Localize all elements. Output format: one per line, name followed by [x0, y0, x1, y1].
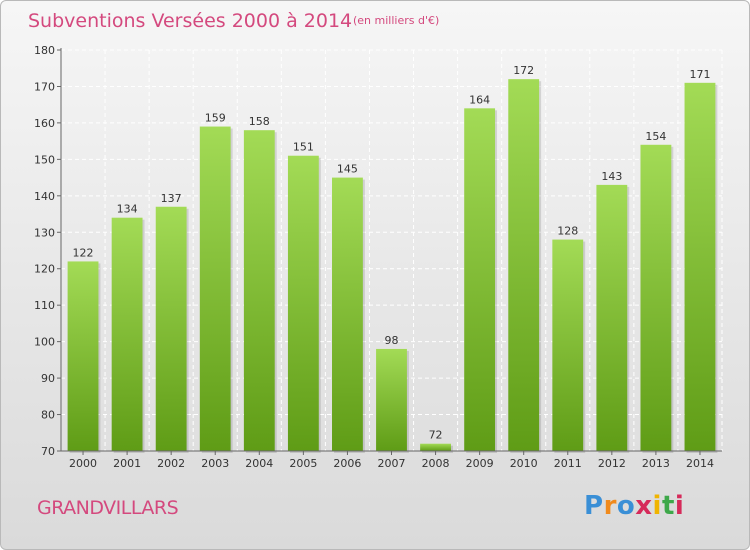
y-tick-label: 180	[34, 44, 55, 57]
x-tick-label: 2004	[245, 457, 273, 470]
data-label: 151	[293, 141, 314, 154]
x-tick-label: 2013	[642, 457, 670, 470]
y-tick-label: 160	[34, 117, 55, 130]
chart-subtitle: (en milliers d'€)	[353, 14, 440, 27]
x-tick-label: 2003	[201, 457, 229, 470]
x-tick-label: 2000	[69, 457, 97, 470]
bar	[332, 177, 363, 451]
data-label: 134	[117, 203, 138, 216]
y-tick-label: 110	[34, 299, 55, 312]
bar	[508, 79, 540, 451]
data-label: 72	[429, 429, 443, 442]
y-tick-label: 70	[41, 445, 55, 458]
y-tick-label: 80	[41, 409, 55, 422]
data-label: 137	[161, 192, 182, 205]
x-tick-label: 2006	[333, 457, 361, 470]
commune-name: GRANDVILLARS	[37, 497, 179, 519]
chart-title: Subventions Versées 2000 à 2014	[28, 10, 353, 32]
y-tick-label: 140	[34, 190, 55, 203]
bar	[111, 217, 143, 451]
y-tick-label: 170	[34, 80, 55, 93]
bar	[287, 155, 319, 451]
data-label: 159	[205, 112, 226, 125]
y-tick-label: 100	[34, 336, 55, 349]
bar	[67, 261, 99, 451]
x-tick-label: 2011	[554, 457, 582, 470]
x-tick-label: 2007	[378, 457, 406, 470]
bar	[243, 130, 275, 451]
bar	[464, 108, 496, 451]
bar	[552, 239, 584, 451]
bar	[596, 184, 628, 451]
data-label: 171	[689, 68, 710, 81]
data-label: 128	[557, 225, 578, 238]
x-tick-label: 2014	[686, 457, 714, 470]
x-tick-label: 2009	[466, 457, 494, 470]
y-tick-label: 120	[34, 263, 55, 276]
data-label: 143	[601, 170, 622, 183]
bar	[155, 206, 187, 451]
data-label: 154	[645, 130, 666, 143]
proxiti-logo[interactable]: Proxiti	[584, 491, 685, 521]
y-tick-label: 130	[34, 226, 55, 239]
x-tick-label: 2008	[422, 457, 450, 470]
data-label: 164	[469, 93, 490, 106]
bar	[199, 126, 231, 452]
bar	[640, 144, 672, 452]
y-tick-label: 150	[34, 153, 55, 166]
y-tick-label: 90	[41, 372, 55, 385]
x-tick-label: 2002	[157, 457, 185, 470]
bar	[684, 82, 716, 452]
x-tick-label: 2010	[510, 457, 538, 470]
bar	[420, 443, 451, 451]
bar	[376, 348, 407, 451]
x-tick-label: 2005	[289, 457, 317, 470]
data-label: 145	[337, 163, 358, 176]
data-label: 122	[73, 246, 94, 259]
data-label: 98	[385, 334, 399, 347]
x-tick-label: 2001	[113, 457, 141, 470]
data-label: 158	[249, 115, 270, 128]
x-tick-label: 2012	[598, 457, 626, 470]
data-label: 172	[513, 64, 534, 77]
